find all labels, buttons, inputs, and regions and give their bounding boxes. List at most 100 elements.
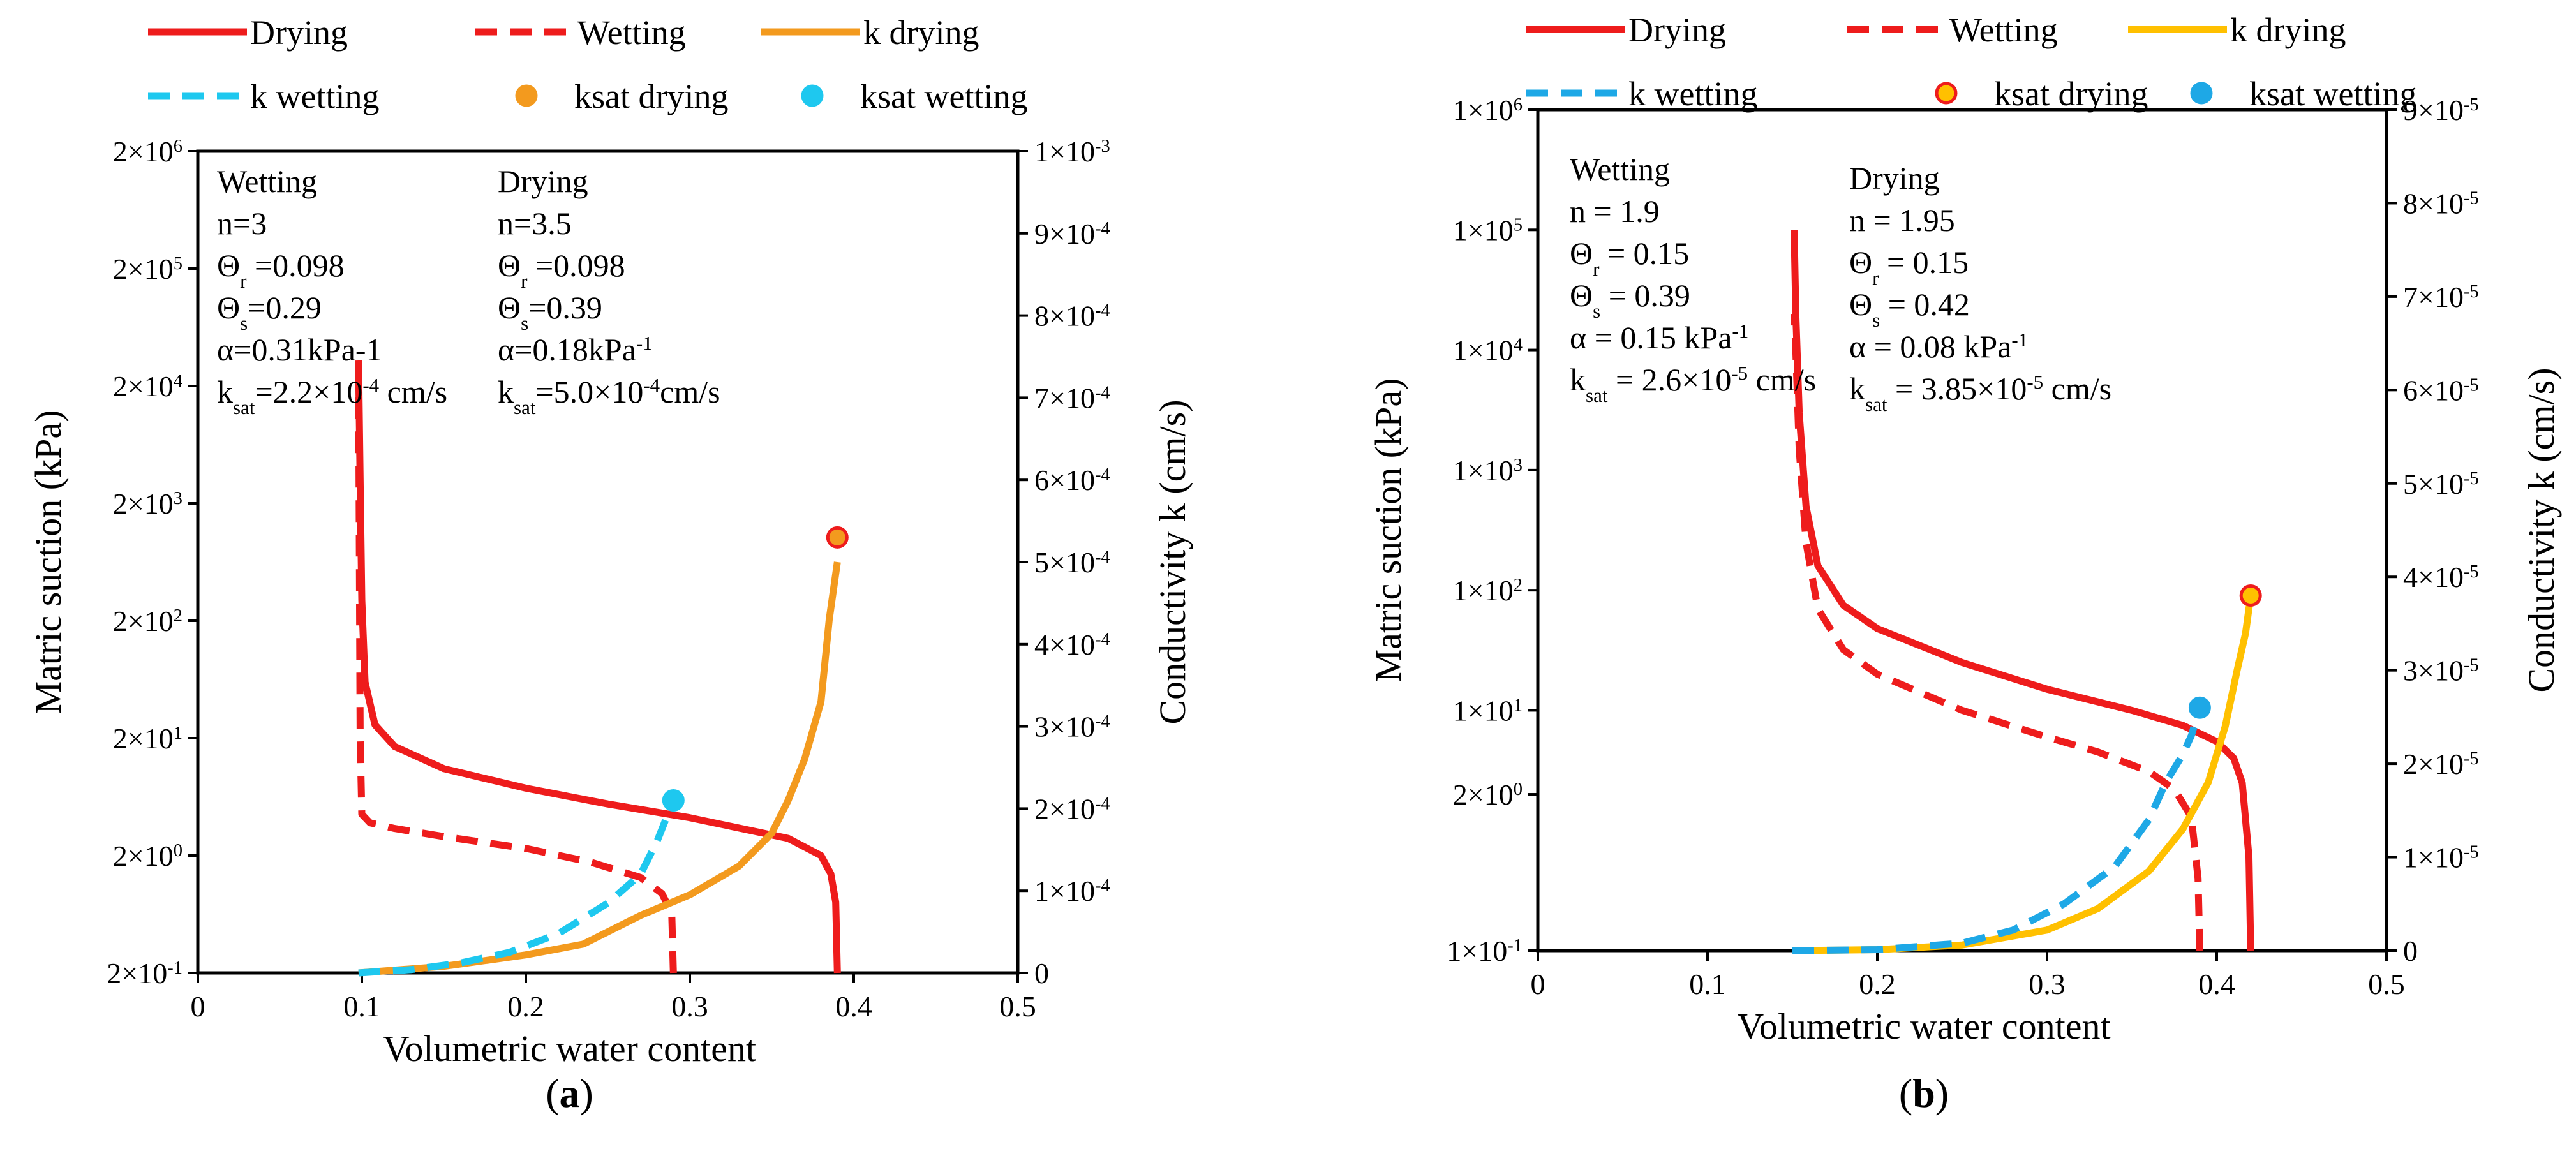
y-tick-mantissa: 1×10 <box>1453 94 1514 126</box>
y2-tick-exponent: -5 <box>2464 655 2479 675</box>
legend-label: k wetting <box>1628 75 1757 113</box>
chart-panel-a: 0 0.1 0.2 0.3 0.4 0.52×10-12×1002×1012×1022×1… <box>27 13 1193 1116</box>
y-tick-exponent: 6 <box>1514 95 1523 115</box>
annotation-segment: α = 0.08 kPa <box>1849 329 2011 364</box>
annotation-segment: = 2.6×10 <box>1607 362 1731 397</box>
y-tick-label: 2×10-1 <box>107 957 182 990</box>
y2-tick-mantissa: 6×10 <box>1034 464 1095 496</box>
y2-tick-mantissa: 6×10 <box>2403 374 2464 406</box>
y-tick-exponent: 0 <box>1514 780 1523 799</box>
y2-tick-label: 5×10-5 <box>2403 468 2479 500</box>
y-tick-mantissa: 2×10 <box>113 487 174 520</box>
y2-tick-label: 7×10-5 <box>2403 281 2479 313</box>
annotation-line: Θr =0.098 <box>498 248 625 292</box>
annotation-line: ksat=2.2×10-4 cm/s <box>217 374 447 419</box>
y-tick-mantissa: 1×10 <box>1453 334 1514 367</box>
plot-frame <box>1536 108 2388 953</box>
annotation-line: n = 1.9 <box>1570 193 1660 229</box>
legend-item-ksat-wetting: ksat wetting <box>2190 75 2416 113</box>
y2-tick-label: 9×10-5 <box>2403 94 2479 126</box>
legend-label: k wetting <box>250 77 379 115</box>
y-tick-mantissa: 2×10 <box>113 722 174 755</box>
annotation-segment: r <box>240 270 247 292</box>
annotation-segment: Θ <box>498 290 521 325</box>
x-tick-label: 0.1 <box>1689 968 1726 1000</box>
x-tick-label: 0.5 <box>999 990 1036 1023</box>
y-tick-exponent: 3 <box>174 489 182 508</box>
annotation-segment: r <box>1872 267 1879 289</box>
annotation-segment: =5.0×10 <box>535 374 643 410</box>
x-tick-label: 0.1 <box>343 990 380 1023</box>
y-axis-label: Matric suction (kPa) <box>27 410 69 715</box>
annotation-title: Wetting <box>1570 151 1670 187</box>
y-tick-label: 2×102 <box>113 605 182 637</box>
y2-tick-label: 8×10-5 <box>2403 187 2479 219</box>
y-axis-label: Matric suction (kPa) <box>1367 378 1409 683</box>
series-marker-ksat-drying <box>2239 584 2262 607</box>
y2-tick-exponent: -3 <box>1095 137 1110 156</box>
x-tick-label: 0 <box>191 990 205 1023</box>
y-tick-exponent: 2 <box>174 606 182 626</box>
legend-item-ksat-drying: ksat drying <box>515 77 728 115</box>
y2-tick-mantissa: 8×10 <box>2403 187 2464 219</box>
y2-tick-mantissa: 1×10 <box>1034 135 1095 168</box>
y2-tick-exponent: -4 <box>1095 218 1110 238</box>
series-line-k-wetting <box>1792 706 2203 954</box>
legend-marker <box>2190 82 2213 105</box>
annotation-segment: Θ <box>498 248 521 283</box>
annotation-segment: = 0.39 <box>1600 278 1690 313</box>
y2-tick-mantissa: 2×10 <box>1034 792 1095 825</box>
y2-tick-mantissa: 8×10 <box>1034 300 1095 332</box>
annotation-title: Drying <box>498 163 588 199</box>
annotation-segment: sat <box>514 396 536 419</box>
annotation-segment: -4 <box>362 374 379 396</box>
x-tick-label: 0.3 <box>671 990 708 1023</box>
legend-item-k-drying: k drying <box>2128 11 2346 49</box>
y-tick-mantissa: 1×10 <box>1453 214 1514 246</box>
annotation-segment: Θ <box>217 290 240 325</box>
annotation-line: n=3.5 <box>498 205 572 241</box>
y-tick-label: 1×10-1 <box>1447 935 1523 967</box>
y-tick-exponent: 1 <box>1514 695 1523 715</box>
annotation-line: Θs=0.39 <box>498 290 602 334</box>
y2-tick-mantissa: 3×10 <box>1034 711 1095 743</box>
annotation-segment: = 0.15 <box>1879 244 1969 280</box>
legend-marker <box>1935 82 1958 105</box>
y2-tick-label: 2×10-5 <box>2403 748 2479 780</box>
y-tick-label: 2×105 <box>113 253 182 285</box>
y2-tick-exponent: -5 <box>2464 95 2479 115</box>
annotation-segment: s <box>1593 300 1600 322</box>
annotation-segment: sat <box>1586 384 1608 406</box>
annotation-title: Wetting <box>217 163 317 199</box>
panel-label-close: ) <box>1935 1071 1949 1116</box>
y-tick-label: 2×106 <box>113 135 182 168</box>
annotation-line: Θr = 0.15 <box>1849 244 1969 289</box>
y-tick-mantissa: 2×10 <box>1453 778 1514 811</box>
y2-tick-exponent: -5 <box>2464 468 2479 488</box>
annotation-segment: =2.2×10 <box>255 374 362 410</box>
y-tick-label: 2×100 <box>1453 778 1523 811</box>
y2-tick-mantissa: 3×10 <box>2403 655 2464 687</box>
y2-tick-label: 0 <box>1034 957 1049 990</box>
y2-tick-mantissa: 4×10 <box>2403 561 2464 593</box>
y-tick-mantissa: 2×10 <box>107 957 167 990</box>
annotation-segment: cm/s <box>1748 362 1816 397</box>
y-tick-mantissa: 1×10 <box>1453 454 1514 487</box>
y-tick-exponent: 5 <box>1514 215 1523 235</box>
y2-tick-label: 3×10-4 <box>1034 711 1110 743</box>
annotation-segment: Θ <box>1849 244 1872 280</box>
legend-label: k drying <box>2230 11 2346 49</box>
y-tick-label: 1×104 <box>1453 334 1523 367</box>
annotation-line: Θs = 0.39 <box>1570 278 1690 322</box>
x-tick-label: 0.5 <box>2368 968 2405 1000</box>
y-tick-label: 1×105 <box>1453 214 1523 246</box>
x-tick-label: 0 <box>1531 968 1545 1000</box>
annotation-line: Θs = 0.42 <box>1849 286 1970 331</box>
y-tick-mantissa: 2×10 <box>113 370 174 403</box>
y-tick-mantissa: 2×10 <box>113 605 174 637</box>
y2-tick-exponent: -5 <box>2464 749 2479 769</box>
annotation-segment: s <box>521 312 528 334</box>
y2-tick-mantissa: 4×10 <box>1034 628 1095 661</box>
